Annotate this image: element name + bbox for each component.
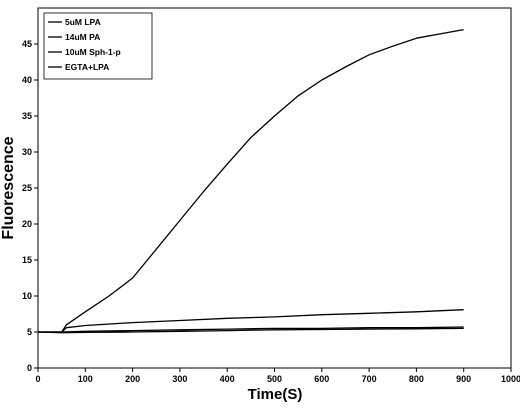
series-line-4 — [37, 327, 464, 334]
legend-entry: EGTA+LPA — [65, 62, 109, 72]
x-tick-label: 400 — [220, 374, 235, 384]
y-tick-label: 10 — [22, 291, 32, 301]
y-tick-label: 40 — [22, 75, 32, 85]
series-lines — [37, 28, 464, 334]
series-line-3 — [38, 326, 464, 333]
y-tick-label: 45 — [22, 39, 32, 49]
y-tick-label: 0 — [27, 363, 32, 373]
x-tick-label: 700 — [362, 374, 377, 384]
x-tick-label: 500 — [267, 374, 282, 384]
x-axis-title: Time(S) — [248, 386, 303, 403]
x-tick-label: 900 — [456, 374, 471, 384]
y-tick-label: 35 — [22, 111, 32, 121]
y-tick-label: 25 — [22, 183, 32, 193]
y-tick-label: 20 — [22, 219, 32, 229]
x-tick-label: 100 — [78, 374, 93, 384]
legend-entry: 14uM PA — [65, 32, 100, 42]
x-axis: 0 100 200 300 400 500 600 700 800 900 1000 — [35, 368, 520, 384]
y-axis-title: Fluorescence — [0, 136, 17, 239]
legend-entry: 10uM Sph-1-p — [65, 47, 121, 57]
series-line-1 — [38, 28, 464, 333]
x-tick-label: 800 — [409, 374, 424, 384]
x-tick-label: 300 — [172, 374, 187, 384]
y-tick-label: 5 — [27, 327, 32, 337]
series-line-2 — [38, 309, 464, 333]
legend-box — [43, 12, 153, 80]
x-tick-label: 0 — [35, 374, 40, 384]
x-tick-label: 600 — [314, 374, 329, 384]
y-axis: 0 5 10 15 20 25 30 35 40 45 — [22, 39, 38, 373]
legend-entry: 5uM LPA — [65, 17, 101, 27]
legend: 5uM LPA 14uM PA 10uM Sph-1-p EGTA+LPA — [43, 12, 153, 80]
y-tick-label: 15 — [22, 255, 32, 265]
y-tick-label: 30 — [22, 147, 32, 157]
x-tick-label: 1000 — [501, 374, 520, 384]
x-tick-label: 200 — [125, 374, 140, 384]
